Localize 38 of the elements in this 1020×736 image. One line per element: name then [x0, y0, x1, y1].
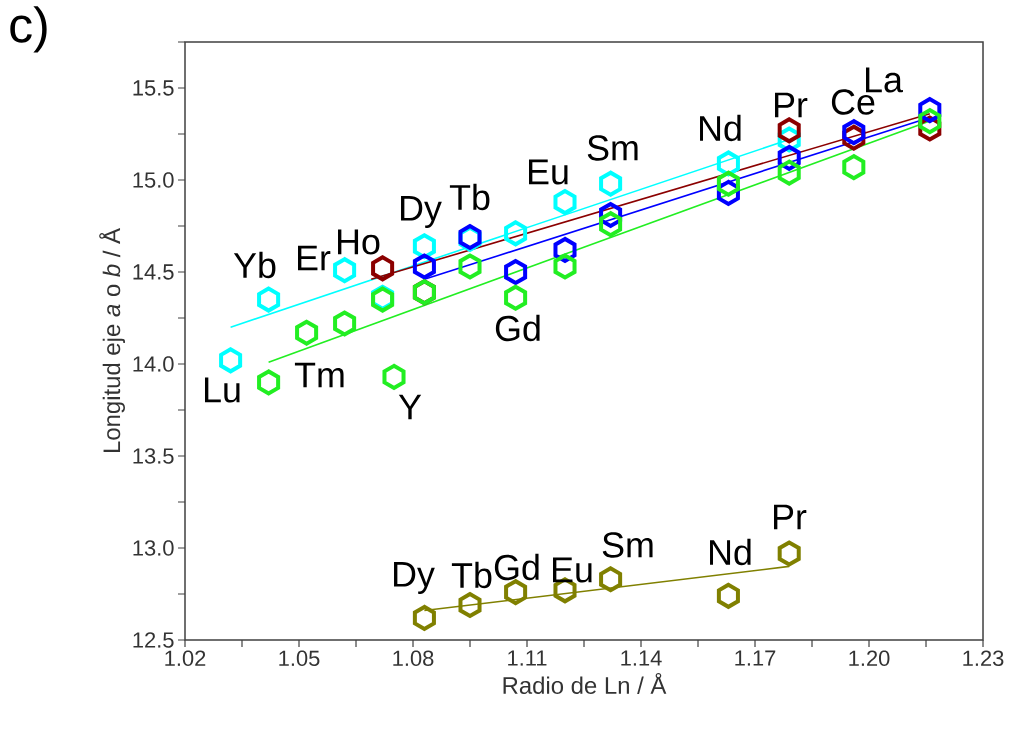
- y-tick-label: 15.0: [133, 172, 174, 188]
- x-tick-label: 1.05: [279, 650, 320, 667]
- y-axis-title: Longitud eje a o b / Å: [99, 228, 125, 453]
- y-tick-label: 14.0: [133, 356, 174, 372]
- annotation: Gd: [495, 314, 540, 342]
- annotation: Gd: [494, 553, 539, 581]
- annotation: Y: [398, 394, 422, 420]
- annotation: Yb: [233, 251, 276, 279]
- y-tick-label: 12.5: [133, 632, 174, 648]
- annotation: Tb: [451, 561, 492, 589]
- y-tick-label: 15.5: [133, 80, 174, 96]
- annotation: Nd: [710, 538, 751, 566]
- x-tick-label: 1.14: [621, 650, 662, 666]
- x-tick-label: 1.17: [735, 650, 776, 666]
- x-tick-label: 1.23: [963, 650, 1004, 667]
- x-tick-label: 1.08: [393, 650, 434, 667]
- annotation: Sm: [587, 135, 638, 161]
- x-axis-title: Radio de Ln / Å: [503, 672, 667, 694]
- y-tick-label: 13.5: [133, 448, 174, 464]
- text: c): [10, 6, 47, 53]
- x-tick-label: 1.11: [508, 650, 547, 666]
- annotation: Nd: [700, 114, 741, 142]
- annotation: Pr: [774, 504, 807, 530]
- annotation: Ho: [338, 229, 380, 255]
- annotation: Lu: [204, 377, 240, 403]
- annotation: Sm: [602, 532, 653, 558]
- annotation: Eu: [529, 159, 568, 185]
- x-tick-label: 1.20: [849, 650, 890, 667]
- annotation: Tb: [449, 183, 490, 211]
- annotation: Eu: [553, 557, 592, 583]
- annotation: Dy: [394, 561, 435, 595]
- x-tick-label: 1.02: [165, 650, 206, 667]
- y-tick-label: 14.5: [133, 264, 174, 280]
- annotation: Pr: [775, 92, 808, 118]
- annotation: Tm: [294, 362, 344, 388]
- y-tick-label: 13.0: [133, 540, 174, 556]
- annotation: Er: [298, 245, 331, 271]
- annotation: Dy: [401, 195, 442, 229]
